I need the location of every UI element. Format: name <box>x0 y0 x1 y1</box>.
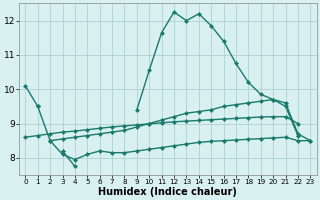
X-axis label: Humidex (Indice chaleur): Humidex (Indice chaleur) <box>98 187 237 197</box>
